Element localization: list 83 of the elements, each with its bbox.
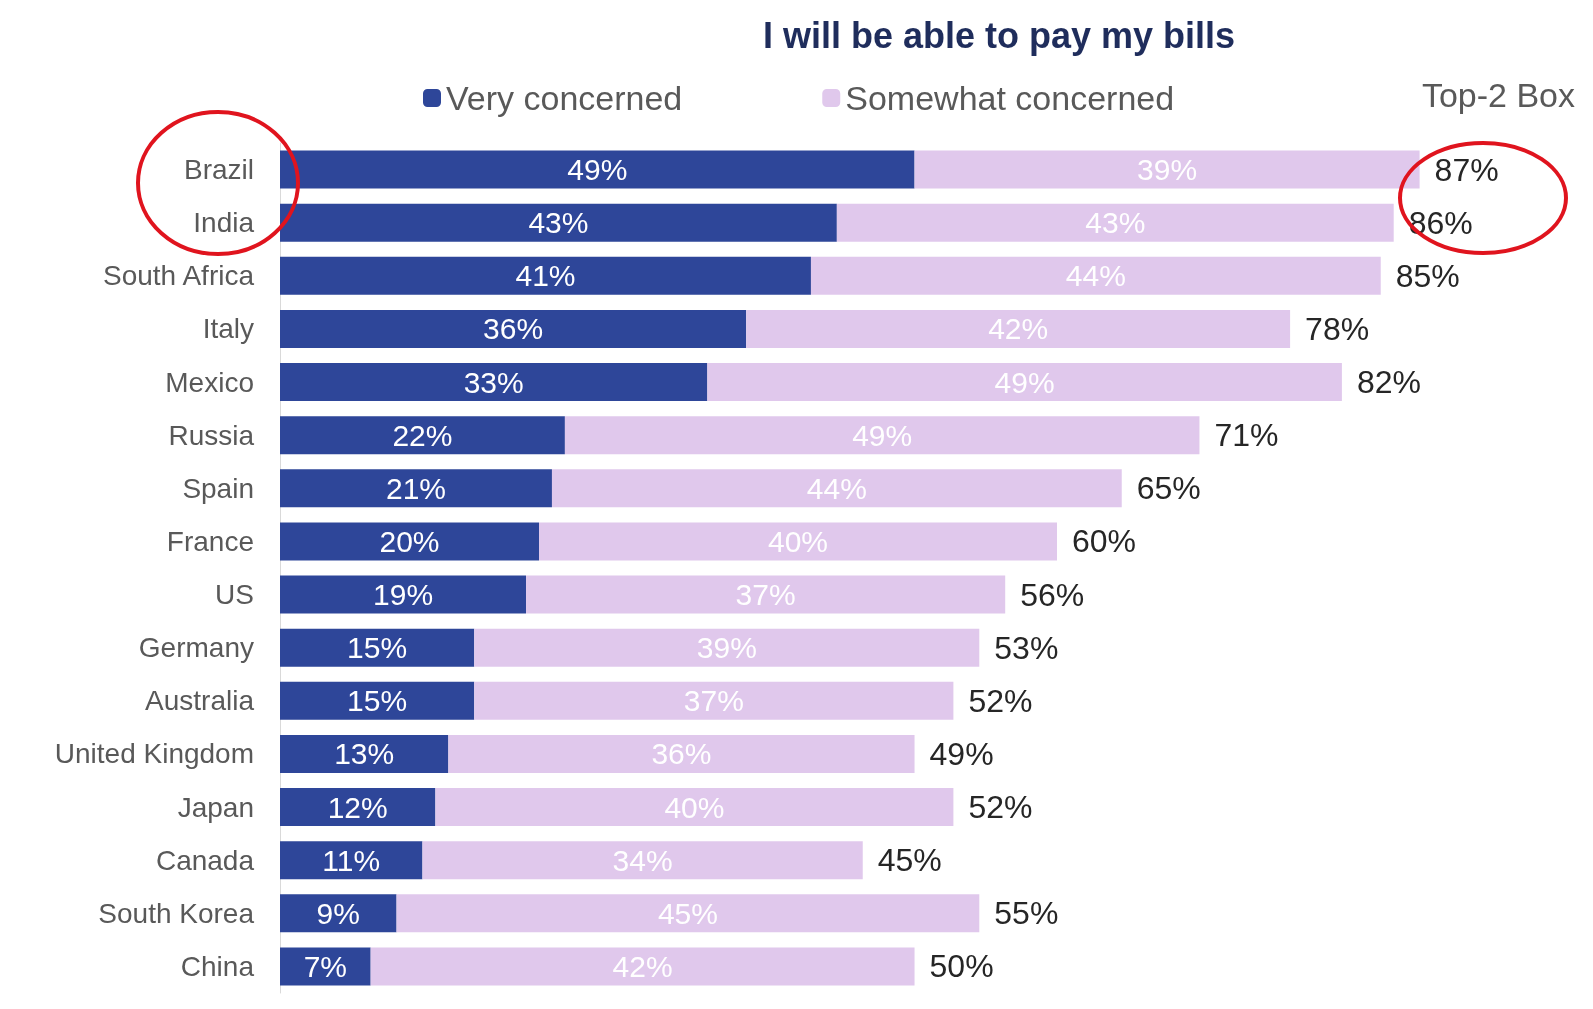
bar	[280, 309, 747, 348]
bar	[280, 841, 423, 880]
y-tick-label: China	[180, 950, 255, 982]
total-label: 86%	[1408, 204, 1473, 241]
y-tick-label: Italy	[202, 313, 254, 345]
y-tick-label: United Kingdom	[54, 738, 254, 770]
bar	[280, 628, 475, 667]
y-tick-label: Japan	[177, 791, 254, 823]
total-label: 65%	[1136, 470, 1201, 507]
total-label: 45%	[877, 842, 942, 879]
y-tick-label: South Africa	[103, 260, 255, 292]
bar	[280, 469, 552, 508]
bar	[564, 416, 1200, 455]
total-label: 85%	[1395, 257, 1460, 294]
bar	[280, 416, 565, 455]
bar	[422, 841, 863, 880]
data-label: 22%	[392, 418, 453, 452]
total-label: 82%	[1356, 364, 1421, 401]
total-label: 53%	[994, 629, 1059, 666]
bar	[539, 522, 1057, 561]
data-label: 11%	[322, 843, 381, 877]
bar	[396, 894, 980, 933]
bar	[435, 788, 954, 827]
data-label: 19%	[373, 578, 434, 612]
bar	[280, 788, 436, 827]
data-label: 15%	[347, 684, 408, 718]
data-label: 15%	[347, 631, 408, 665]
bar	[746, 309, 1291, 348]
bar	[280, 894, 397, 933]
data-label: 21%	[385, 471, 446, 505]
bar	[280, 203, 837, 242]
bar	[370, 947, 915, 986]
y-tick-label: Germany	[138, 632, 254, 664]
bar	[280, 150, 915, 189]
bar	[474, 681, 954, 720]
data-label: 9%	[316, 896, 360, 930]
data-label: 49%	[567, 153, 628, 187]
total-label: 49%	[929, 735, 994, 772]
data-label: 36%	[483, 312, 544, 346]
bar	[551, 469, 1122, 508]
legend-label: Somewhat concerned	[845, 79, 1175, 117]
total-label: 55%	[994, 895, 1059, 932]
data-label: 33%	[463, 365, 524, 399]
bar	[474, 628, 980, 667]
bar	[280, 947, 371, 986]
total-label: 50%	[929, 948, 994, 985]
y-tick-label: Mexico	[165, 366, 254, 398]
bar	[810, 256, 1381, 295]
bar	[280, 734, 449, 773]
total-label: 78%	[1305, 310, 1370, 347]
total-label: 71%	[1214, 417, 1279, 454]
data-label: 41%	[515, 259, 576, 293]
data-label: 12%	[327, 790, 388, 824]
bar	[280, 363, 708, 402]
y-tick-label: India	[193, 207, 255, 239]
total-label: 87%	[1434, 151, 1499, 188]
bar	[280, 522, 539, 561]
bar	[836, 203, 1394, 242]
bar	[280, 256, 811, 295]
y-tick-label: Russia	[168, 419, 255, 451]
bar	[707, 363, 1342, 402]
y-tick-label: Spain	[182, 472, 254, 504]
total-label: 52%	[968, 682, 1033, 719]
y-tick-label: Australia	[145, 685, 255, 717]
y-tick-label: Brazil	[183, 154, 254, 186]
y-tick-label: US	[215, 579, 254, 611]
y-tick-label: Canada	[155, 844, 255, 876]
total-label: 56%	[1020, 576, 1085, 613]
chart-title: I will be able to pay my bills	[763, 14, 1236, 56]
data-label: 7%	[303, 949, 347, 983]
data-label: 13%	[334, 737, 395, 771]
legend-label: Very concerned	[446, 79, 683, 117]
y-tick-label: France	[166, 525, 254, 557]
total-label: 60%	[1072, 523, 1137, 560]
bar	[526, 575, 1006, 614]
data-label: 20%	[379, 524, 440, 558]
bar	[448, 734, 915, 773]
data-label: 43%	[528, 206, 589, 240]
y-tick-label: South Korea	[98, 897, 255, 929]
text: Top-2 Box	[1421, 76, 1576, 114]
total-label: 52%	[968, 789, 1033, 826]
bar	[280, 681, 475, 720]
bar	[280, 575, 527, 614]
